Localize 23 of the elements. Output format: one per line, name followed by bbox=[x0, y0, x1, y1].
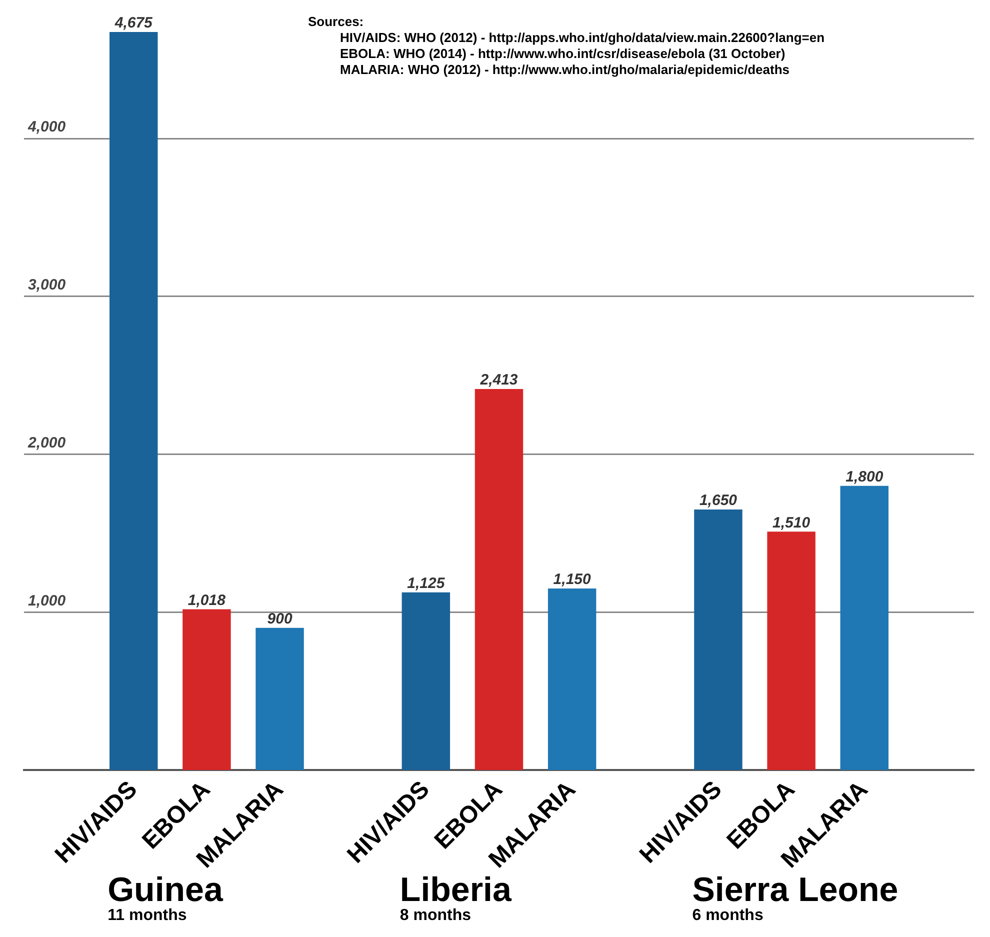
annotation: HIV/AIDS: WHO (2012) - http://apps.who.int/gho/data/view.main.22600?lang=en bbox=[340, 30, 825, 46]
text: Guinea bbox=[108, 871, 224, 909]
text: Liberia bbox=[400, 871, 512, 909]
text: 6 months bbox=[692, 907, 764, 924]
data-label: 1,018 bbox=[188, 592, 226, 609]
data-label: 900 bbox=[267, 610, 293, 628]
text: 8 months bbox=[400, 907, 472, 924]
data-label: 1,150 bbox=[553, 571, 592, 588]
annotation: EBOLA: WHO (2014) - http://www.who.int/csr/disease/ebola (31 October) bbox=[340, 46, 786, 62]
data-label: 4,675 bbox=[114, 14, 154, 32]
data-label: 1,800 bbox=[846, 468, 884, 486]
data-label: 1,125 bbox=[407, 575, 446, 592]
annotation: Sources: bbox=[308, 14, 364, 30]
annotation: MALARIA: WHO (2012) - http://www.who.int/gho/malaria/epidemic/deaths bbox=[340, 62, 790, 78]
y-tick-label: 1,000 bbox=[28, 592, 66, 610]
y-tick-label: 3,000 bbox=[28, 276, 66, 294]
text: Sierra Leone bbox=[692, 871, 898, 909]
data-label: 1,510 bbox=[772, 514, 811, 532]
data-label: 2,413 bbox=[479, 372, 518, 389]
y-tick-label: 2,000 bbox=[27, 434, 66, 452]
data-label: 1,650 bbox=[699, 492, 738, 510]
text: 11 months bbox=[108, 907, 187, 924]
y-tick-label: 4,000 bbox=[27, 118, 66, 136]
